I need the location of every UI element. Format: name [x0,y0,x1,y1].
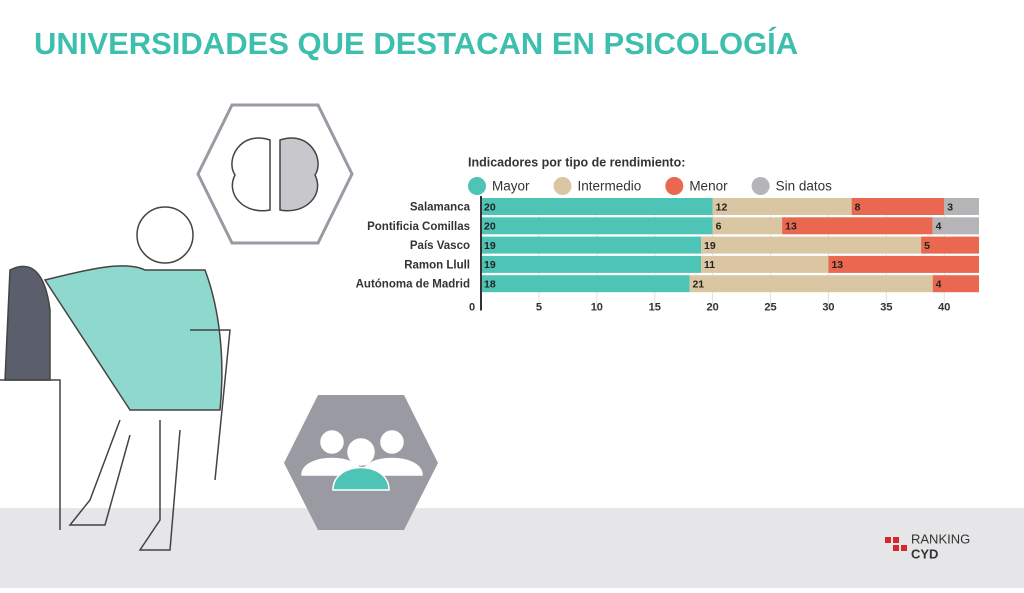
bar-segment [944,198,979,215]
data-label: 20 [484,201,496,213]
data-label: 18 [484,278,496,290]
bar-segment [481,198,713,215]
data-label: 11 [704,259,715,271]
bar-segment [689,275,933,293]
bar-segment [701,255,829,273]
data-label: 8 [855,201,861,213]
legend-label: Menor [689,179,728,194]
x-tick-label: 5 [536,301,542,313]
data-label: 20 [484,221,496,233]
x-tick-label: 35 [880,301,892,313]
legend-label: Intermedio [578,179,642,194]
bar-segment [782,217,933,235]
data-label: 19 [484,259,496,271]
bar-segment [481,236,702,254]
legend-swatch [751,177,770,195]
logo-square [893,545,899,551]
legend-swatch [665,177,684,195]
bar-segment [712,198,852,215]
data-label: 4 [936,278,942,290]
logo-text: RANKING [911,531,970,546]
x-tick-label: 40 [938,301,950,313]
legend-title: Indicadores por tipo de rendimiento: [468,155,685,169]
illustration [0,103,438,551]
legend-label: Mayor [492,179,530,194]
bar-segment [828,255,979,273]
x-tick-label: 15 [649,301,661,313]
legend-swatch [553,177,572,195]
y-tick-label: Ramon Llull [404,259,470,271]
legend-swatch [468,177,486,195]
logo-text: CYD [911,546,938,561]
x-tick-label: 0 [469,301,475,313]
data-label: 6 [716,221,722,233]
y-tick-label: Salamanca [410,202,471,214]
logo-square [885,537,891,543]
x-tick-label: 10 [591,301,603,313]
data-label: 12 [716,201,728,213]
chart-title: UNIVERSIDADES QUE DESTACAN EN PSICOLOGÍA [34,26,798,61]
data-label: 13 [785,221,797,233]
data-label: 4 [936,221,942,233]
logo: RANKING CYD [885,531,970,561]
bar-segment [851,198,945,215]
bar-segment [481,275,690,293]
data-label: 19 [484,240,496,252]
bar-segment [481,255,702,273]
legend: Mayor Intermedio Menor Sin datos [468,177,832,195]
y-tick-label: País Vasco [410,240,470,252]
bar-segment [701,236,922,254]
y-tick-label: Pontificia Comillas [367,221,470,233]
x-tick-label: 30 [822,301,834,313]
data-label: 21 [692,278,704,290]
data-label: 19 [704,240,716,252]
logo-square [901,545,907,551]
plot: 0 5 10 15 20 25 30 35 40 Salamanca 20 12 8 3 Pontifici… [356,196,979,313]
bar-segment [932,217,979,235]
data-label: 3 [947,201,953,213]
legend-label: Sin datos [776,179,833,194]
bar-segment [921,236,979,254]
bar-segment [481,217,713,235]
x-tick-label: 20 [707,301,719,313]
data-label: 13 [831,259,843,271]
floor-band [0,508,1024,588]
bar-segment [932,275,979,293]
data-label: 5 [924,240,930,252]
bar-segment [712,217,783,235]
y-tick-label: Autónoma de Madrid [356,279,470,291]
x-tick-label: 25 [764,301,776,313]
logo-square [893,537,899,543]
